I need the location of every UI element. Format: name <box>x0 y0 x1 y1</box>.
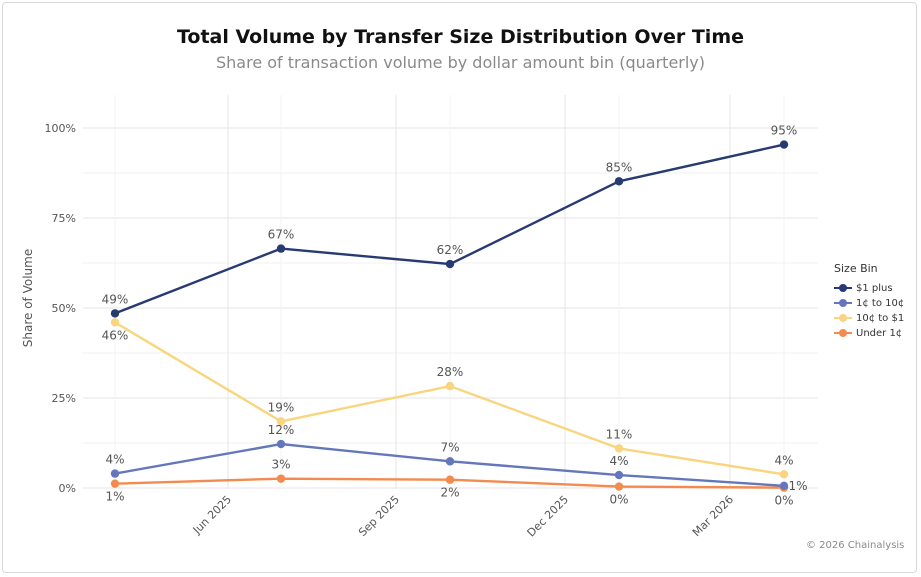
data-point <box>445 381 455 391</box>
legend-key <box>834 281 852 295</box>
legend-label: 10¢ to $1 <box>856 312 905 324</box>
data-label: 2% <box>440 486 459 500</box>
data-label: 12% <box>268 423 295 437</box>
data-point <box>445 475 455 484</box>
data-label: 11% <box>606 427 633 441</box>
data-point <box>614 470 624 480</box>
series-points <box>110 140 789 492</box>
data-label: 4% <box>609 454 628 468</box>
legend-label: Under 1¢ <box>856 327 903 339</box>
data-label: 0% <box>609 493 628 507</box>
y-tick-label: 75% <box>52 212 76 225</box>
data-label: 19% <box>268 400 295 414</box>
x-tick-label: Jun 2025 <box>190 493 234 537</box>
data-point <box>445 259 455 269</box>
legend-item: 1¢ to 10¢ <box>834 296 904 310</box>
chart-title: Total Volume by Transfer Size Distributi… <box>176 26 744 48</box>
data-point <box>779 470 789 479</box>
data-point <box>779 481 789 491</box>
y-tick-label: 25% <box>52 392 76 405</box>
legend-key <box>834 326 852 340</box>
data-label: 0% <box>774 494 793 508</box>
data-label: 46% <box>102 328 129 342</box>
x-tick-label: Mar 2026 <box>690 493 736 539</box>
gridlines <box>83 95 818 489</box>
legend-key <box>834 311 852 325</box>
data-label: 7% <box>440 440 459 454</box>
y-tick-label: 50% <box>52 302 76 315</box>
data-label: 49% <box>102 292 129 306</box>
data-label: 4% <box>774 453 793 467</box>
data-point <box>110 469 120 478</box>
data-label: 95% <box>771 124 798 138</box>
data-labels: 49% 67% 62% 85% 95% 4% 12% 7% 4% 1% 46% 19% 28% 11% 4%… <box>102 124 808 508</box>
data-point <box>445 457 455 466</box>
data-point <box>779 140 789 149</box>
data-point <box>276 439 286 449</box>
legend: Size Bin $1 plus 1¢ to 10¢ 10¢ to $1 Under … <box>834 262 904 341</box>
data-point <box>614 444 624 453</box>
credit-text: © 2026 Chainalysis <box>806 540 905 551</box>
legend-label: $1 plus <box>856 282 893 294</box>
y-axis-ticks: 0% 25% 50% 75% 100% <box>45 122 76 495</box>
legend-key <box>834 296 852 310</box>
data-label: 28% <box>437 365 464 379</box>
legend-title: Size Bin <box>834 262 878 275</box>
y-axis-title: Share of Volume <box>21 249 35 347</box>
data-label: 3% <box>271 458 290 472</box>
x-tick-label: Dec 2025 <box>525 493 572 540</box>
y-tick-label: 0% <box>59 482 76 495</box>
data-point <box>276 244 286 253</box>
data-label: 85% <box>606 160 633 174</box>
data-label: 1% <box>788 479 807 493</box>
data-label: 1% <box>105 490 124 504</box>
legend-label: 1¢ to 10¢ <box>856 297 905 309</box>
data-point <box>276 417 286 426</box>
chart-subtitle: Share of transaction volume by dollar am… <box>215 53 706 72</box>
legend-item: 10¢ to $1 <box>834 311 904 325</box>
data-label: 62% <box>437 243 464 257</box>
data-point <box>110 479 120 488</box>
data-point <box>614 482 624 491</box>
legend-item: Under 1¢ <box>834 326 904 340</box>
legend-item: $1 plus <box>834 281 904 295</box>
data-point <box>614 177 624 186</box>
data-point <box>110 309 120 318</box>
data-point <box>276 474 286 483</box>
x-axis-ticks: Jun 2025 Sep 2025 Dec 2025 Mar 2026 <box>190 493 736 540</box>
y-tick-label: 100% <box>45 122 76 135</box>
x-tick-label: Sep 2025 <box>356 493 402 539</box>
data-point <box>110 318 120 327</box>
data-label: 67% <box>268 228 295 242</box>
data-label: 4% <box>105 453 124 467</box>
